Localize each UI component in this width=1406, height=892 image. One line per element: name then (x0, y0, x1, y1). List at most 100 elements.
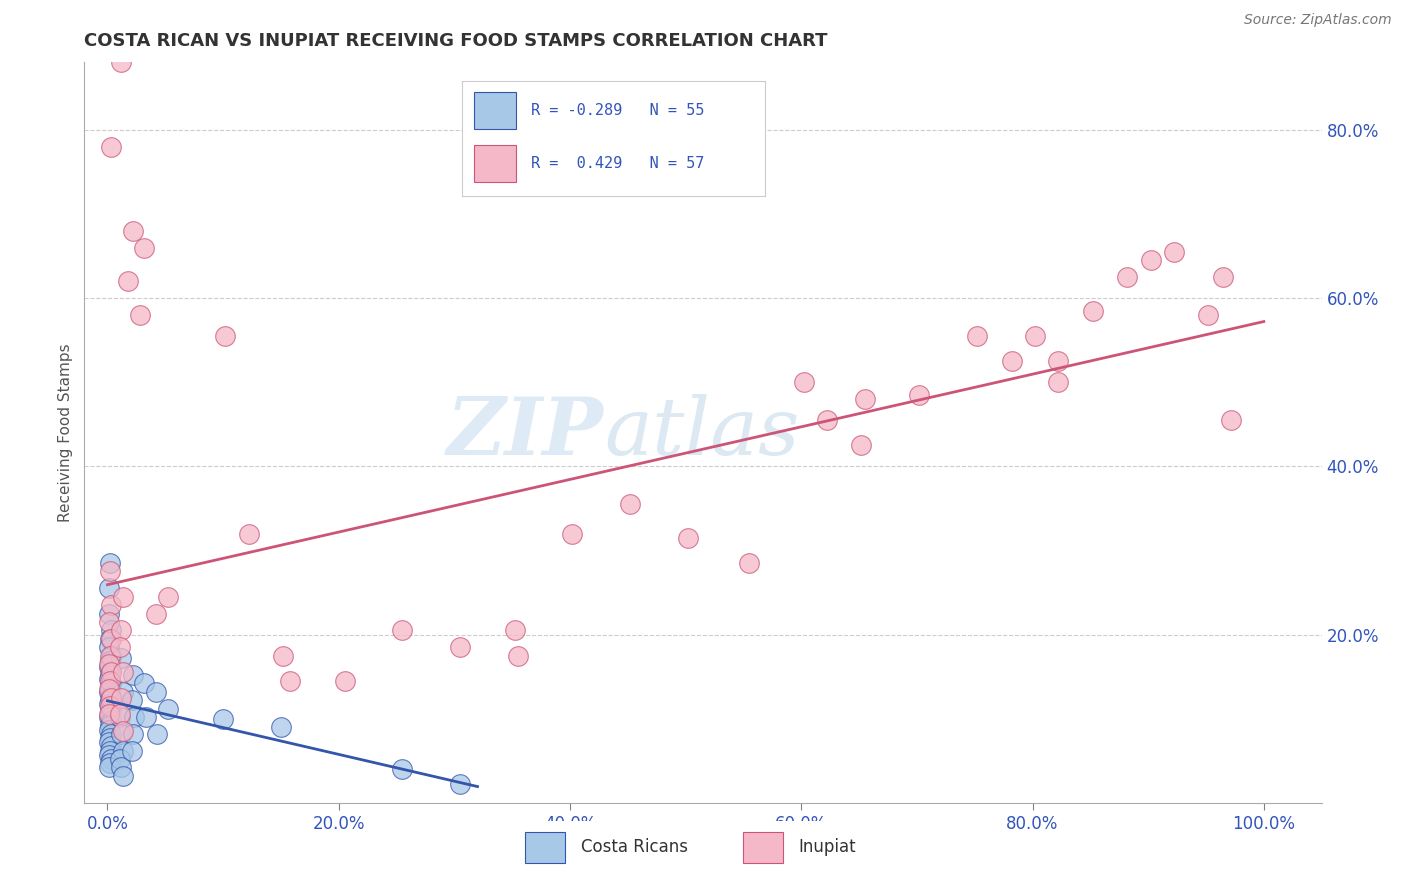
Point (100, 664, 122, 678)
Point (1046, 354, 1069, 368)
Point (98, 718, 121, 732)
Point (97, 760, 120, 774)
Point (100, 632, 122, 646)
Point (1197, 308, 1219, 322)
Point (134, 676, 156, 690)
Point (270, 720, 292, 734)
Point (111, 685, 134, 699)
Point (271, 648, 294, 663)
Point (108, 707, 131, 722)
Point (156, 701, 179, 715)
Point (98, 565, 121, 579)
Point (738, 556, 761, 570)
Point (97, 607, 120, 621)
Point (121, 693, 143, 707)
Point (110, 727, 132, 741)
Point (156, 590, 179, 604)
Text: Source: ZipAtlas.com: Source: ZipAtlas.com (1244, 13, 1392, 28)
Point (333, 673, 356, 688)
Point (110, 690, 132, 705)
Point (98, 556, 121, 570)
Point (98, 681, 121, 695)
Point (97, 685, 120, 699)
Point (98, 693, 121, 707)
Text: COSTA RICAN VS INUPIAT RECEIVING FOOD STAMPS CORRELATION CHART: COSTA RICAN VS INUPIAT RECEIVING FOOD ST… (84, 32, 828, 50)
Point (111, 724, 134, 739)
Point (98, 655, 121, 669)
Point (97, 735, 120, 749)
Point (100, 665, 122, 680)
Text: atlas: atlas (605, 394, 800, 471)
Point (111, 665, 134, 680)
Point (100, 648, 122, 663)
Point (100, 739, 122, 754)
Point (117, 274, 139, 288)
Point (212, 712, 235, 726)
Point (1212, 270, 1234, 285)
Point (110, 760, 132, 774)
Point (966, 329, 988, 343)
Point (145, 685, 167, 699)
Point (793, 375, 815, 389)
Point (100, 689, 122, 703)
Point (122, 668, 145, 682)
Point (1024, 329, 1046, 343)
Point (97, 698, 120, 712)
Point (122, 710, 145, 724)
Point (97, 672, 120, 686)
Point (100, 701, 122, 715)
Point (97, 657, 120, 671)
Point (110, 624, 132, 638)
Point (145, 607, 167, 621)
Point (449, 777, 471, 791)
Point (506, 648, 529, 663)
Point (108, 640, 131, 655)
Point (1046, 375, 1069, 389)
Point (97, 707, 120, 722)
Point (110, 651, 132, 665)
Point (214, 329, 236, 343)
Text: ZIP: ZIP (447, 394, 605, 471)
Point (111, 769, 134, 783)
Point (110, 55, 132, 70)
Point (1081, 303, 1104, 318)
Point (238, 526, 260, 541)
Point (97, 581, 120, 595)
Point (111, 744, 134, 758)
Point (98, 756, 121, 771)
Point (97, 723, 120, 737)
Point (121, 744, 143, 758)
Point (100, 598, 122, 612)
Point (851, 438, 873, 452)
Point (853, 392, 876, 406)
Point (391, 762, 413, 776)
Point (278, 673, 301, 688)
Point (1116, 270, 1139, 285)
Point (98, 731, 121, 745)
Point (100, 690, 122, 705)
Point (1220, 413, 1243, 427)
Point (100, 752, 122, 766)
Point (128, 308, 150, 322)
Point (1001, 354, 1024, 368)
Point (100, 624, 122, 638)
Point (561, 526, 583, 541)
Point (98, 632, 121, 646)
Point (98, 744, 121, 758)
Point (97, 615, 120, 629)
Point (108, 752, 131, 766)
Point (100, 139, 122, 153)
Point (97, 682, 120, 697)
Point (135, 710, 157, 724)
Point (908, 388, 931, 402)
Point (146, 727, 169, 741)
Point (108, 710, 131, 724)
Point (122, 727, 145, 741)
Point (676, 531, 699, 545)
Point (391, 624, 413, 638)
Point (97, 710, 120, 724)
Point (100, 714, 122, 729)
Point (1163, 244, 1185, 259)
Point (97, 640, 120, 655)
Point (97, 747, 120, 762)
